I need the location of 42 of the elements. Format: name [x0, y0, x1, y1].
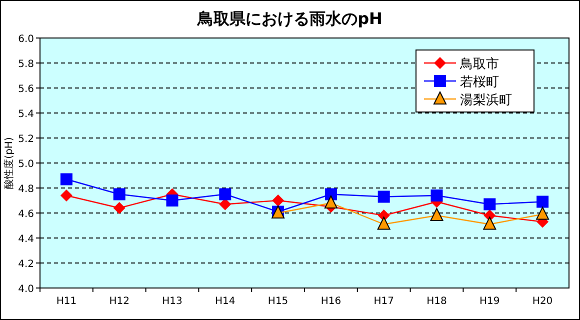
y-tick-label: 4.8	[18, 184, 34, 195]
y-tick-label: 5.8	[18, 59, 34, 70]
x-tick-label: H15	[268, 296, 288, 307]
y-tick-label: 4.0	[18, 284, 34, 295]
x-tick-label: H16	[320, 296, 342, 307]
legend-label: 湯梨浜町	[460, 93, 512, 108]
point	[219, 188, 232, 200]
point	[484, 198, 496, 210]
legend-label: 鳥取市	[459, 57, 499, 72]
point	[378, 190, 390, 203]
point	[536, 206, 550, 220]
point	[272, 194, 284, 206]
point	[377, 216, 390, 230]
x-tick-label: H18	[426, 296, 447, 307]
y-tick-label: 5.0	[18, 159, 34, 170]
point	[60, 190, 72, 202]
y-tick-label: 5.4	[18, 109, 34, 120]
point	[60, 173, 72, 186]
y-tick-label: 5.2	[18, 134, 34, 145]
x-tick-label: H19	[480, 296, 500, 307]
point	[536, 196, 549, 208]
x-tick-label: H13	[162, 296, 182, 307]
y-tick-label: 4.2	[18, 259, 34, 270]
point	[113, 202, 126, 214]
y-axis-title: 酸性度(pH)	[3, 137, 15, 189]
point	[324, 196, 338, 208]
x-tick-label: H17	[374, 296, 394, 307]
x-tick-label: H14	[215, 296, 236, 307]
point	[430, 208, 444, 221]
point	[113, 188, 126, 200]
y-tick-label: 5.6	[18, 84, 34, 95]
y-tick-label: 6.0	[18, 34, 34, 45]
x-tick-label: H11	[56, 296, 77, 307]
y-tick-label: 4.6	[18, 209, 34, 220]
point	[166, 194, 178, 206]
chart-title: 鳥取県における雨水のpH	[196, 9, 382, 28]
y-tick-label: 4.4	[18, 234, 34, 245]
legend-label: 若桜町	[460, 75, 499, 90]
x-tick-label: H12	[109, 296, 130, 307]
point	[430, 190, 443, 202]
point	[483, 216, 496, 230]
x-tick-label: H20	[532, 296, 553, 307]
